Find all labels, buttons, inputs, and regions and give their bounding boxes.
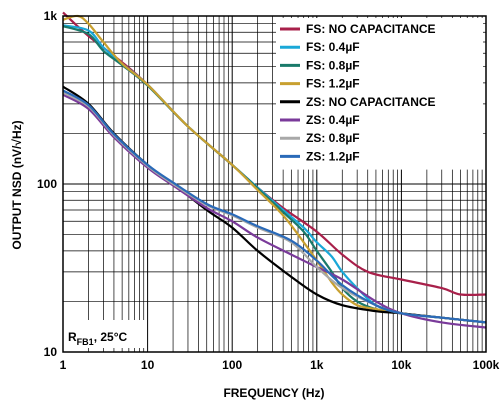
- legend-label: FS: 0.4µF: [306, 40, 360, 54]
- legend-label: ZS: 0.8µF: [306, 131, 360, 145]
- x-axis-label: FREQUENCY (Hz): [223, 386, 324, 400]
- x-tick-label: 1k: [310, 358, 324, 372]
- annotation: RFB1, 25°C: [64, 320, 146, 348]
- legend-label: ZS: 0.4µF: [306, 113, 360, 127]
- legend-label: ZS: 1.2µF: [306, 149, 360, 163]
- y-tick-label: 1k: [44, 9, 58, 23]
- x-tick-label: 100k: [473, 358, 500, 372]
- x-tick-label: 10k: [391, 358, 411, 372]
- y-tick-label: 100: [37, 177, 57, 191]
- legend: FS: NO CAPACITANCE FS: 0.4µF FS: 0.8µF FS: …: [276, 18, 483, 170]
- series-line-4: [62, 14, 487, 324]
- legend-label: FS: 1.2µF: [306, 77, 360, 91]
- legend-label: FS: NO CAPACITANCE: [306, 22, 436, 36]
- annotation-text: RFB1, 25°C: [68, 330, 128, 347]
- series-line-8: [62, 89, 487, 324]
- x-tick-label: 10: [141, 358, 155, 372]
- y-tick-label: 10: [44, 345, 58, 359]
- legend-box: [276, 18, 483, 170]
- x-tick-label: 1: [60, 358, 67, 372]
- annotation-box: [64, 320, 146, 348]
- plot-border: [62, 15, 487, 353]
- annotation-main: R: [68, 330, 77, 344]
- plot-frame: [62, 15, 487, 353]
- annotation-sub: FB1: [77, 337, 94, 347]
- series-group: [62, 11, 487, 329]
- legend-label: FS: 0.8µF: [306, 58, 360, 72]
- y-axis-label: OUTPUT NSD (nV/√Hz): [10, 120, 24, 249]
- annotation-rest: , 25°C: [94, 330, 128, 344]
- legend-label: ZS: NO CAPACITANCE: [306, 95, 436, 109]
- x-tick-label: 100: [222, 358, 242, 372]
